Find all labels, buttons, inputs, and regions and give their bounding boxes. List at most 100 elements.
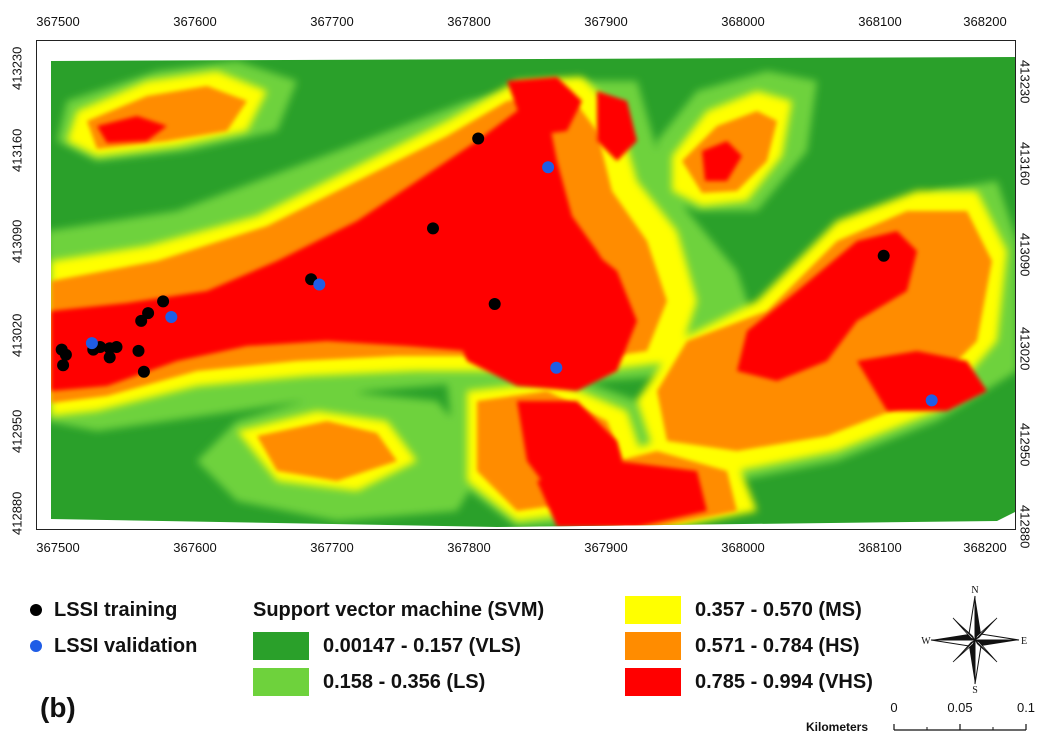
east-label: E [1021,636,1027,647]
x-tick-top: 367900 [584,14,628,29]
scale-bar: 0 0.05 0.1 Kilometers [806,700,1038,740]
y-tick-right: 413230 [1018,60,1033,103]
scale-unit-label: Kilometers [806,720,869,734]
scale-tick-label: 0 [890,700,898,715]
zone-vhs [737,231,917,381]
legend-class-ms: 0.357 - 0.570 (MS) [625,592,873,628]
validation-point [542,161,555,174]
y-tick-left: 413230 [10,47,25,90]
zone-vhs [537,461,707,527]
x-tick-top: 368200 [963,14,1007,29]
legend-training: LSSI training [30,592,197,628]
legend-title: Support vector machine (SVM) [253,599,545,621]
training-points [55,132,890,378]
y-tick-right-text: 413090 [1017,233,1033,277]
training-point [142,307,155,320]
y-tick-left-text: 413090 [9,219,25,263]
validation-point [925,394,938,407]
legend-class-label: 0.00147 - 0.157 (VLS) [323,634,521,657]
y-tick-left-text: 413230 [9,46,25,90]
legend-class-ls: 0.158 - 0.356 (LS) [253,664,544,700]
training-point [472,132,485,145]
legend-swatch [253,668,309,696]
training-point [132,344,145,357]
y-tick-left: 412950 [10,410,25,453]
zone-hs [257,421,397,481]
y-tick-right: 412880 [1018,505,1033,548]
y-tick-left: 413160 [10,129,25,172]
legend-class-label: 0.158 - 0.356 (LS) [323,670,486,693]
legend-swatch [253,632,309,660]
y-tick-right-text: 413160 [1017,142,1033,186]
y-tick-left: 413090 [10,220,25,263]
legend-class-vhs: 0.785 - 0.994 (VHS) [625,664,873,700]
x-tick-top: 367500 [36,14,80,29]
x-tick-top: 368000 [721,14,765,29]
scale-tick-label: 0.1 [1016,700,1036,715]
scale-tick-label: 0.05 [947,700,973,715]
legend-swatch [625,596,681,624]
y-tick-left: 412880 [10,492,25,535]
y-tick-right: 412950 [1018,423,1033,466]
legend-class-label: 0.571 - 0.784 (HS) [695,634,860,657]
training-point [110,341,123,353]
scale-bar-line [893,724,1027,731]
legend-training-label: LSSI training [54,598,178,621]
validation-point [550,361,563,374]
training-marker-icon [30,604,42,616]
x-tick-bottom: 367900 [584,540,628,555]
point-legend: LSSI training LSSI validation [30,592,197,664]
x-tick-bottom: 368100 [858,540,902,555]
validation-point [85,337,98,350]
y-tick-left-text: 413160 [9,128,25,172]
training-point [427,222,439,235]
legend-validation: LSSI validation [30,628,197,664]
class-legend: Support vector machine (SVM) 0.00147 - 0… [253,592,544,700]
validation-point [165,311,178,323]
x-tick-bottom: 368200 [963,540,1007,555]
legend-class-vls: 0.00147 - 0.157 (VLS) [253,628,544,664]
south-label: S [972,685,978,694]
x-tick-top: 367700 [310,14,354,29]
x-tick-top: 368100 [858,14,902,29]
map-frame [36,40,1016,530]
y-tick-left-text: 412880 [9,491,25,535]
y-tick-right: 413090 [1018,233,1033,276]
panel-label: (b) [40,692,76,723]
validation-point [313,278,326,291]
x-tick-bottom: 367600 [173,540,217,555]
zone-vhs [97,116,167,143]
y-tick-right-text: 412880 [1017,505,1033,549]
x-tick-bottom: 367800 [447,540,491,555]
legend-class-hs: 0.571 - 0.784 (HS) [625,628,873,664]
training-point [59,348,72,361]
y-tick-left: 413020 [10,314,25,357]
training-point [137,365,150,378]
y-tick-right-text: 413230 [1017,60,1033,104]
zone-vhs [437,221,637,391]
north-label: N [971,585,978,596]
y-tick-right-text: 412950 [1017,423,1033,467]
legend-swatch [625,668,681,696]
x-tick-bottom: 367500 [36,540,80,555]
susceptibility-map [37,41,1015,529]
training-point [877,249,890,262]
class-legend-2: 0.357 - 0.570 (MS) 0.571 - 0.784 (HS) 0.… [625,592,873,700]
north-arrow-icon: N S E W [921,585,1027,694]
training-point [103,351,116,364]
y-tick-left-text: 413020 [9,313,25,357]
x-tick-top: 367800 [447,14,491,29]
y-tick-left-text: 412950 [9,409,25,453]
training-point [135,314,148,327]
zone-vhs [507,77,582,136]
training-point [488,298,501,310]
y-tick-right: 413160 [1018,142,1033,185]
susceptibility-zones [51,57,1015,527]
x-tick-bottom: 367700 [310,540,354,555]
training-point [57,359,70,372]
validation-marker-icon [30,640,42,652]
legend-swatch [625,632,681,660]
zone-vhs [702,141,742,181]
y-tick-right-text: 413020 [1017,327,1033,371]
